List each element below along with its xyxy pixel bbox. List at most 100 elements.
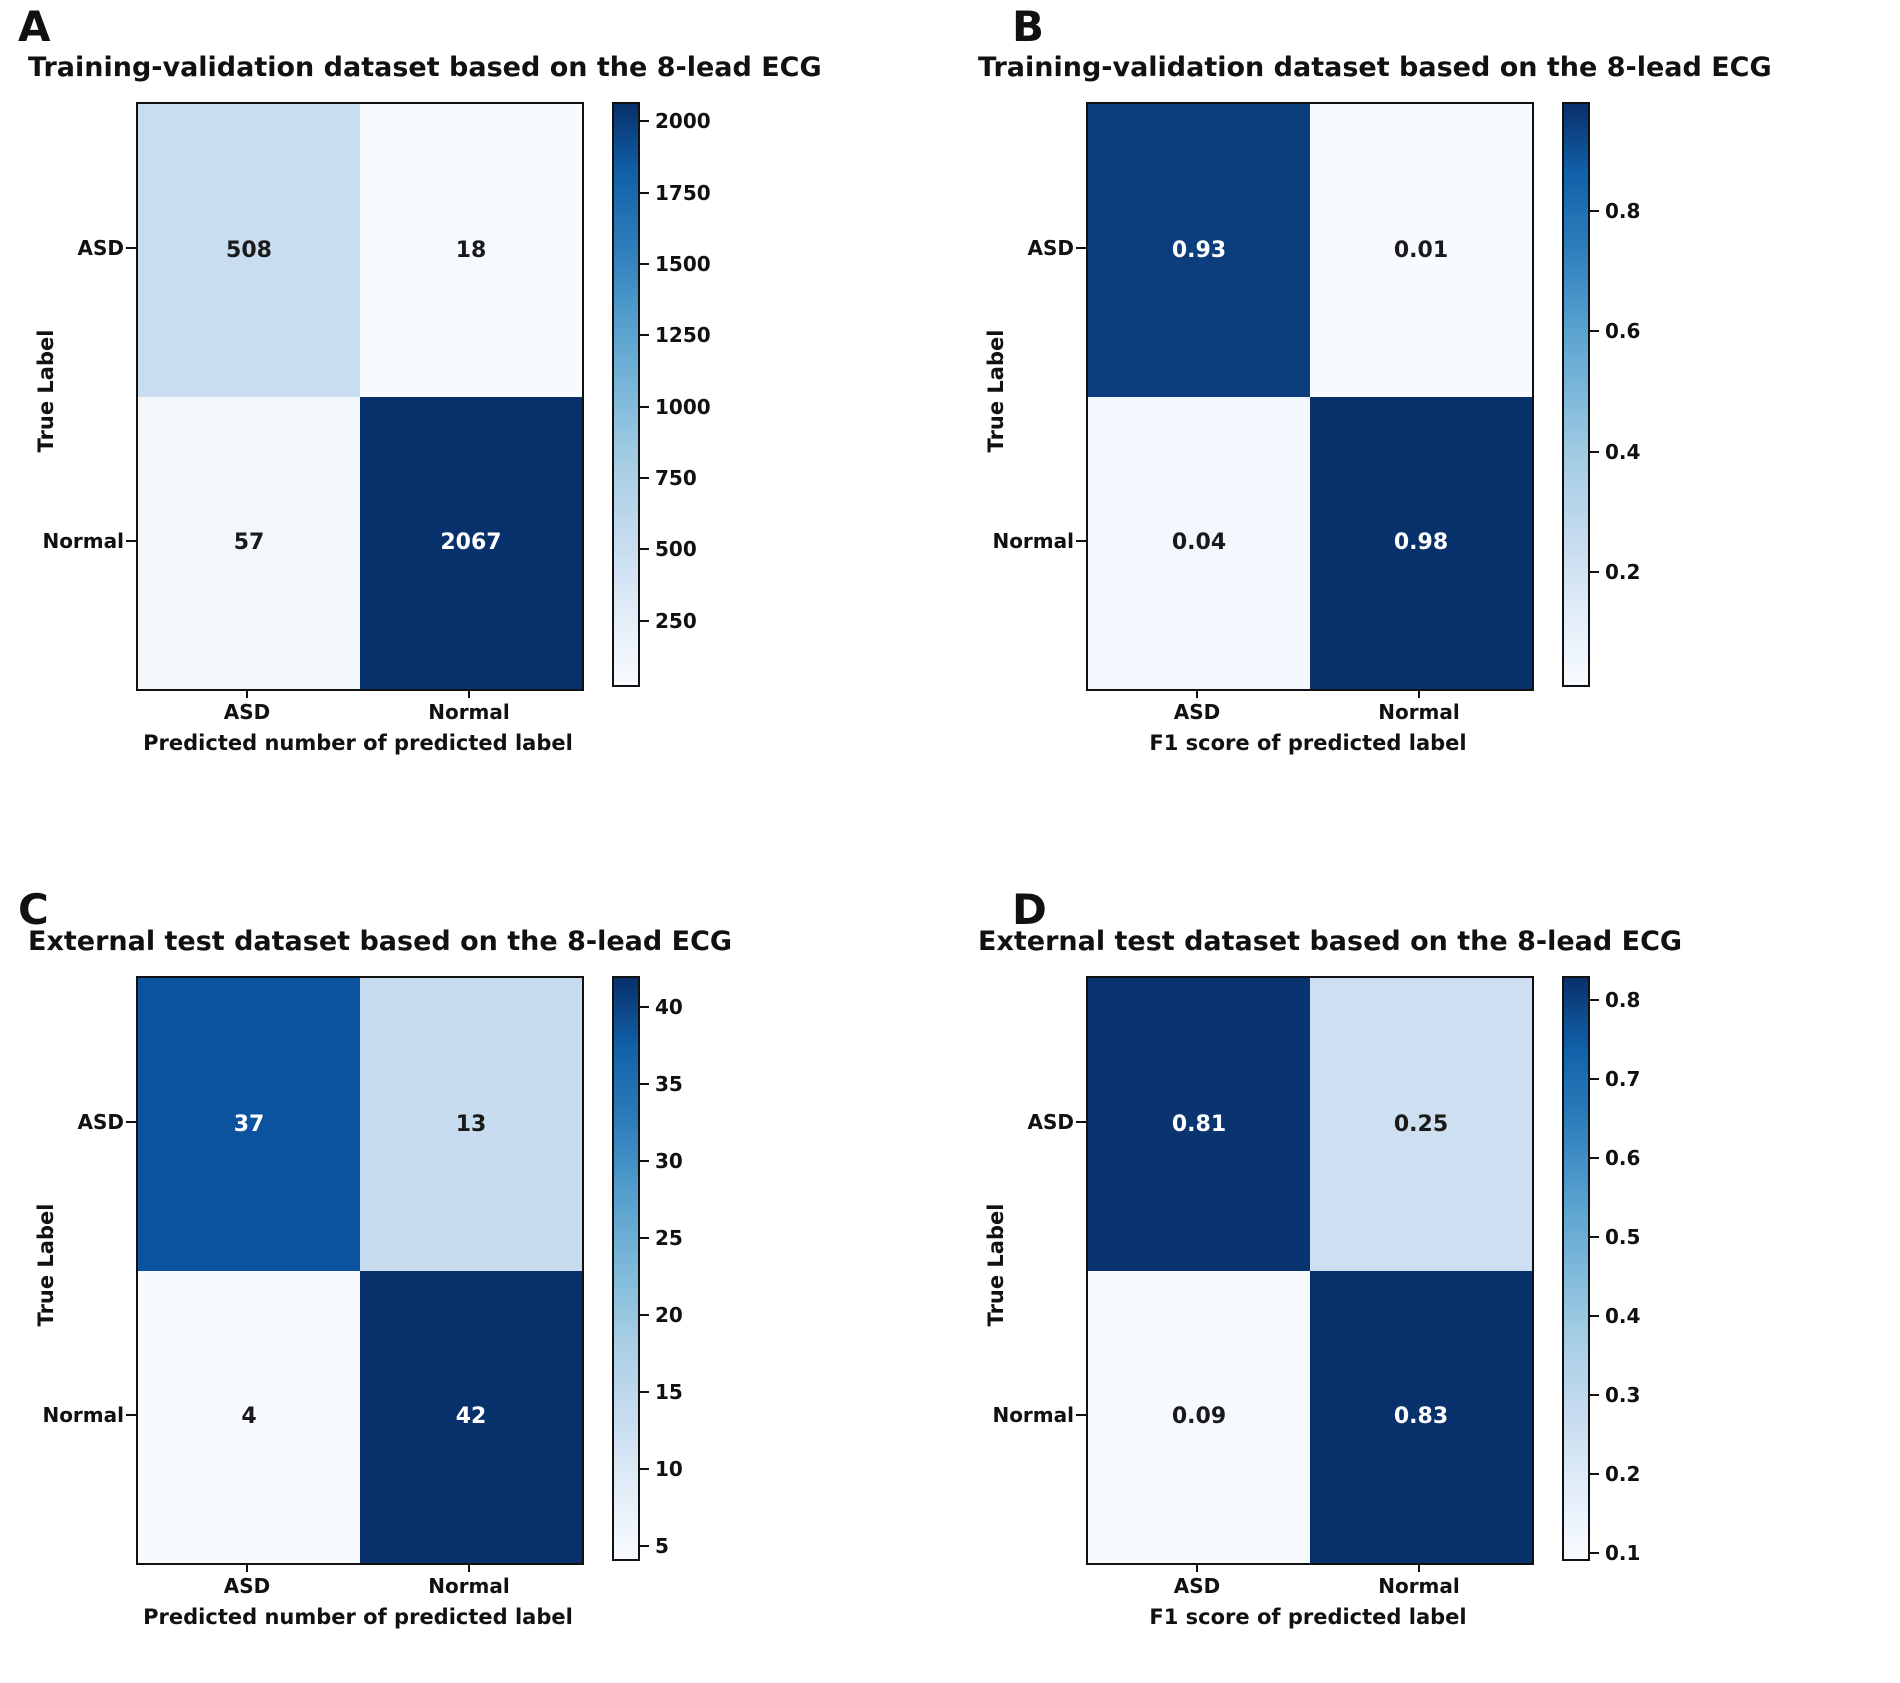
- matrix-cell-true-positive: 37: [138, 978, 360, 1271]
- y-tick-mark: [1076, 247, 1086, 249]
- colorbar-tick-mark: [640, 477, 649, 480]
- y-tick-mark: [126, 1121, 136, 1123]
- colorbar-tick-mark: [1590, 571, 1599, 574]
- colorbar-tick-mark: [640, 1082, 649, 1085]
- x-tick-mark: [246, 1563, 248, 1572]
- colorbar-tick-label: 0.4: [1605, 439, 1641, 464]
- y-tick-label-asd: ASD: [77, 1110, 124, 1134]
- colorbar-tick-mark: [640, 120, 649, 123]
- colorbar-tick-mark: [640, 619, 649, 622]
- colorbar-tick-label: 15: [655, 1379, 683, 1404]
- colorbar-tick-label: 750: [655, 466, 697, 491]
- x-axis-label: Predicted number of predicted label: [143, 1605, 573, 1629]
- colorbar-tick-mark: [1590, 1473, 1599, 1476]
- colorbar-tick-mark: [1590, 1077, 1599, 1080]
- colorbar-tick-mark: [640, 262, 649, 265]
- colorbar-tick-mark: [640, 1236, 649, 1239]
- y-tick-mark: [1076, 1414, 1086, 1416]
- colorbar-tick-mark: [1590, 209, 1599, 212]
- colorbar: 0.1 0.2 0.3 0.4 0.5 0.6 0.7 0.8: [1562, 976, 1640, 1563]
- x-tick-label-normal: Normal: [1378, 1574, 1460, 1598]
- matrix-cell-true-positive: 508: [138, 104, 360, 397]
- colorbar-tick-label: 20: [655, 1302, 683, 1327]
- chart-title: External test dataset based on the 8-lea…: [978, 926, 1683, 957]
- colorbar-tick-mark: [1590, 998, 1599, 1001]
- x-axis-label: Predicted number of predicted label: [143, 731, 573, 755]
- colorbar: 5 10 15 20 25 30 35 40: [612, 976, 683, 1561]
- colorbar-tick-label: 0.5: [1605, 1224, 1641, 1249]
- colorbar: 0.2 0.4 0.6 0.8: [1562, 102, 1640, 687]
- chart-title: External test dataset based on the 8-lea…: [28, 926, 733, 957]
- chart-title: Training-validation dataset based on the…: [978, 52, 1772, 83]
- colorbar-tick-mark: [1590, 1393, 1599, 1396]
- colorbar-tick-label: 25: [655, 1225, 683, 1250]
- y-axis-label: True Label: [34, 1203, 58, 1327]
- x-tick-mark: [1418, 689, 1420, 698]
- colorbar-tick-label: 0.6: [1605, 319, 1641, 344]
- y-tick-label-normal: Normal: [42, 529, 124, 553]
- colorbar-tick-mark: [640, 548, 649, 551]
- confusion-matrix: 0.81 0.25 0.09 0.83: [1086, 976, 1534, 1565]
- colorbar-tick-label: 35: [655, 1071, 683, 1096]
- x-tick-label-asd: ASD: [223, 700, 271, 724]
- colorbar-tick-label: 0.8: [1605, 198, 1641, 223]
- y-tick-label-normal: Normal: [42, 1403, 124, 1427]
- x-axis-label: F1 score of predicted label: [1149, 1605, 1467, 1629]
- y-axis-label: True Label: [984, 329, 1008, 453]
- y-tick-mark: [1076, 1121, 1086, 1123]
- panel-c: C External test dataset based on the 8-l…: [0, 840, 950, 1683]
- panel-b: B Training-validation dataset based on t…: [950, 0, 1900, 843]
- colorbar-tick-mark: [1590, 330, 1599, 333]
- colorbar-tick-label: 5: [655, 1533, 669, 1558]
- y-tick-label-asd: ASD: [1027, 1110, 1074, 1134]
- y-tick-label-asd: ASD: [1027, 236, 1074, 260]
- matrix-cell-true-negative: 0.83: [1310, 1270, 1532, 1563]
- x-tick-mark: [1196, 689, 1198, 698]
- colorbar-tick-label: 0.1: [1605, 1541, 1641, 1566]
- matrix-cell-false-positive: 0.04: [1088, 396, 1310, 689]
- x-tick-label-normal: Normal: [428, 700, 510, 724]
- colorbar-tick-label: 250: [655, 608, 697, 633]
- x-tick-label-asd: ASD: [1173, 1574, 1221, 1598]
- confusion-matrix: 37 13 4 42: [136, 976, 584, 1565]
- colorbar-tick-mark: [640, 1390, 649, 1393]
- matrix-cell-true-negative: 0.98: [1310, 396, 1532, 689]
- colorbar: 250 500 750 1000 1250 1500 1750 2000: [612, 102, 711, 687]
- chart-title: Training-validation dataset based on the…: [28, 52, 822, 83]
- matrix-cell-false-negative: 18: [360, 104, 582, 397]
- colorbar-tick-mark: [640, 1467, 649, 1470]
- colorbar-tick-label: 1250: [655, 323, 711, 348]
- y-tick-mark: [126, 1414, 136, 1416]
- colorbar-tick-label: 40: [655, 994, 683, 1019]
- colorbar-tick-mark: [640, 405, 649, 408]
- matrix-cell-false-positive: 0.09: [1088, 1270, 1310, 1563]
- colorbar-tick-label: 0.6: [1605, 1145, 1641, 1170]
- x-tick-mark: [1418, 1563, 1420, 1572]
- x-tick-mark: [1196, 1563, 1198, 1572]
- colorbar-tick-label: 0.2: [1605, 560, 1641, 585]
- matrix-cell-false-positive: 57: [138, 396, 360, 689]
- colorbar-tick-mark: [1590, 450, 1599, 453]
- colorbar-gradient: [612, 102, 640, 687]
- colorbar-tick-mark: [640, 191, 649, 194]
- x-tick-label-asd: ASD: [223, 1574, 271, 1598]
- colorbar-tick-mark: [640, 1313, 649, 1316]
- matrix-cell-true-negative: 2067: [360, 396, 582, 689]
- confusion-matrix: 0.93 0.01 0.04 0.98: [1086, 102, 1534, 691]
- colorbar-tick-label: 0.2: [1605, 1462, 1641, 1487]
- colorbar-tick-label: 500: [655, 537, 697, 562]
- confusion-matrix: 508 18 57 2067: [136, 102, 584, 691]
- panel-letter: A: [18, 2, 52, 51]
- colorbar-tick-mark: [1590, 1314, 1599, 1317]
- colorbar-tick-label: 0.7: [1605, 1066, 1641, 1091]
- matrix-cell-false-negative: 0.25: [1310, 978, 1532, 1271]
- y-tick-label-asd: ASD: [77, 236, 124, 260]
- y-tick-mark: [126, 247, 136, 249]
- x-tick-label-normal: Normal: [428, 1574, 510, 1598]
- colorbar-tick-label: 1500: [655, 251, 711, 276]
- x-tick-mark: [468, 1563, 470, 1572]
- colorbar-gradient: [612, 976, 640, 1561]
- y-tick-mark: [1076, 540, 1086, 542]
- colorbar-tick-label: 0.3: [1605, 1382, 1641, 1407]
